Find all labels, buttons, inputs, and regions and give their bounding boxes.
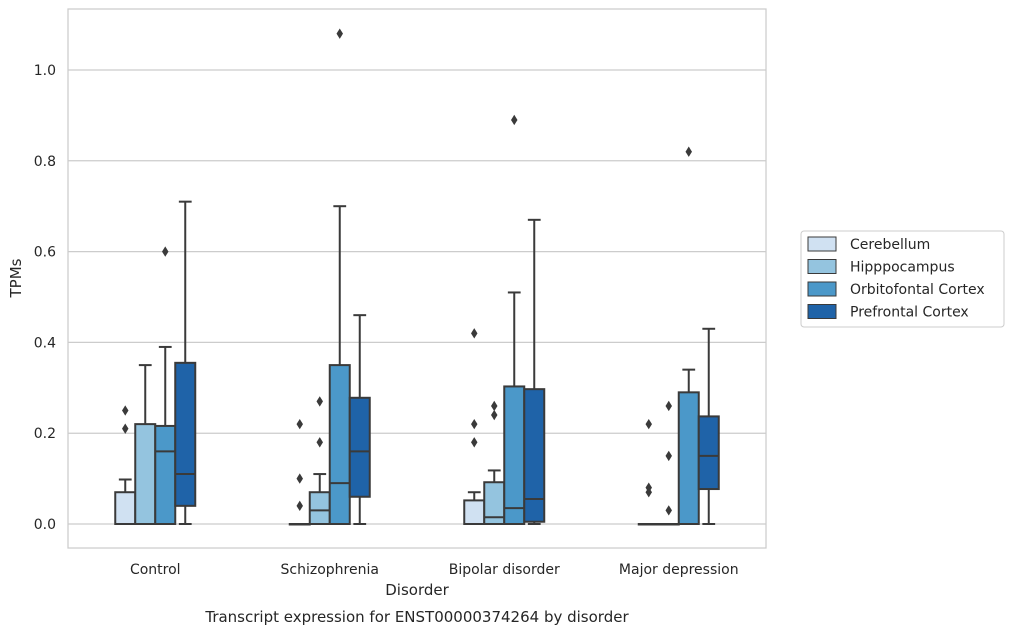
outlier-point <box>471 418 478 430</box>
outlier-point <box>162 246 169 257</box>
box-body <box>463 499 486 525</box>
y-axis-title: TPMs <box>7 258 25 298</box>
legend-swatch <box>807 236 837 252</box>
box-body <box>174 361 197 507</box>
x-tick-label: Schizophrenia <box>281 562 379 578</box>
outlier-point <box>122 423 129 434</box>
box-body <box>348 396 371 498</box>
x-tick-label: Control <box>130 562 181 578</box>
box-orbitofontal-cortex-1 <box>328 28 351 525</box>
outlier-point <box>316 437 323 448</box>
outlier-point <box>122 405 129 416</box>
y-tick-labels: 0.0 0.2 0.4 0.6 0.8 1.0 <box>34 63 56 533</box>
y-tick-label: 1.0 <box>34 63 56 79</box>
legend-frame <box>800 230 1005 328</box>
x-tick-labels: Control Schizophrenia Bipolar disorder Majo… <box>130 562 739 578</box>
outlier-point <box>296 500 303 512</box>
legend-entry: Cerebellum <box>850 237 930 253</box>
outlier-point <box>471 328 478 339</box>
box-body <box>697 415 720 491</box>
box-body <box>328 364 351 525</box>
legend-swatch <box>807 281 837 297</box>
outlier-point <box>665 450 672 462</box>
outlier-point <box>471 437 478 448</box>
box-cerebellum-0 <box>114 405 137 526</box>
box-body <box>523 388 546 523</box>
outlier-point <box>685 146 692 157</box>
outlier-point <box>665 505 672 516</box>
legend-swatch <box>807 304 837 319</box>
box-prefrontal-cortex-0 <box>174 200 197 525</box>
box-body <box>154 424 177 526</box>
box-orbitofontal-cortex-0 <box>154 246 177 526</box>
box-hipppocampus-3 <box>657 400 680 526</box>
outlier-point <box>296 473 303 484</box>
outlier-point <box>665 400 672 412</box>
box-prefrontal-cortex-3 <box>697 327 720 525</box>
legend-entry: Hipppocampus <box>850 260 955 276</box>
outlier-point <box>336 28 343 39</box>
outlier-point <box>316 396 323 407</box>
box-body <box>503 385 526 525</box>
x-tick-label: Major depression <box>619 562 739 578</box>
box-body <box>114 491 137 526</box>
box-body <box>308 491 331 526</box>
outlier-point <box>645 418 652 430</box>
y-tick-label: 0.2 <box>34 426 56 442</box>
outlier-point <box>491 400 498 412</box>
legend-entry: Orbitofontal Cortex <box>850 282 985 298</box>
outlier-point <box>645 482 652 493</box>
box-body <box>134 423 157 525</box>
box-body <box>677 391 700 525</box>
y-tick-label: 0.0 <box>34 517 56 533</box>
x-axis-title: Disorder <box>385 581 449 599</box>
legend: Cerebellum Hipppocampus Orbitofontal Corte… <box>800 230 1005 328</box>
box-prefrontal-cortex-2 <box>523 218 546 525</box>
boxes-layer <box>114 28 720 526</box>
box-hipppocampus-1 <box>308 396 331 526</box>
box-cerebellum-2 <box>463 328 486 525</box>
outlier-point <box>511 114 518 126</box>
box-prefrontal-cortex-1 <box>348 314 371 525</box>
legend-swatch <box>807 259 837 274</box>
box-orbitofontal-cortex-3 <box>677 146 700 525</box>
outlier-point <box>296 418 303 430</box>
x-tick-label: Bipolar disorder <box>449 562 560 578</box>
y-tick-label: 0.6 <box>34 245 56 261</box>
chart-caption: Transcript expression for ENST0000037426… <box>204 608 629 626</box>
box-orbitofontal-cortex-2 <box>503 114 526 525</box>
outlier-point <box>491 409 498 421</box>
y-tick-label: 0.4 <box>34 335 56 351</box>
legend-entry: Prefrontal Cortex <box>850 305 969 321</box>
y-tick-label: 0.8 <box>34 154 56 170</box>
box-hipppocampus-2 <box>483 400 506 525</box>
